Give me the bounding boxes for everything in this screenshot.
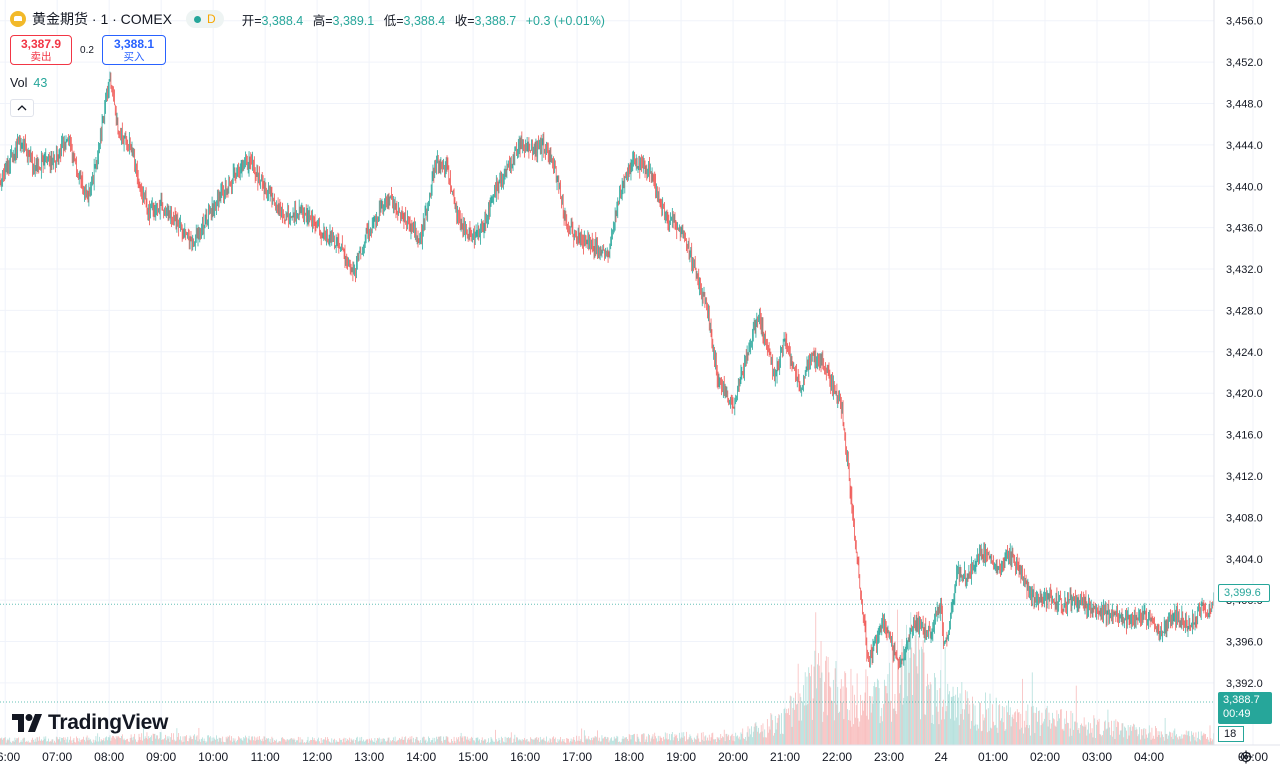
live-dot-icon (194, 15, 202, 23)
x-tick-label: 19:00 (666, 750, 696, 764)
x-tick-label: 06:00 (0, 750, 21, 764)
y-tick-label: 3,424.0 (1226, 347, 1263, 359)
buy-button[interactable]: 3,388.1 买入 (102, 35, 166, 65)
x-tick-label: 12:00 (302, 750, 332, 764)
sell-label: 卖出 (30, 51, 52, 63)
x-tick-label: 13:00 (354, 750, 384, 764)
y-tick-label: 3,412.0 (1226, 471, 1263, 483)
y-tick-label: 3,448.0 (1226, 98, 1263, 110)
x-tick-label: 07:00 (42, 750, 72, 764)
x-tick-label: 20:00 (718, 750, 748, 764)
bar-countdown: 00:49 (1223, 708, 1251, 720)
last-price-value: 3,388.7 (1223, 694, 1260, 706)
ohlc-values: 开=3,388.4 高=3,389.1 低=3,388.4 收=3,388.7 … (242, 10, 605, 29)
gear-icon (1239, 750, 1253, 764)
price-series (0, 71, 1214, 670)
x-tick-label: 06:00 (1238, 750, 1268, 764)
y-tick-label: 3,392.0 (1226, 678, 1263, 690)
buy-label: 买入 (123, 51, 145, 63)
trade-buttons: 3,387.9 卖出 0.2 3,388.1 买入 (10, 35, 166, 65)
high-label: 高= (312, 13, 333, 28)
x-tick-label: 22:00 (822, 750, 852, 764)
tradingview-logo-icon (12, 714, 42, 732)
sell-button[interactable]: 3,387.9 卖出 (10, 35, 72, 65)
collapse-legend-button[interactable] (10, 99, 34, 117)
x-tick-label: 24 (934, 750, 948, 764)
logo-text: TradingView (48, 711, 169, 734)
y-tick-label: 3,428.0 (1226, 305, 1263, 317)
x-tick-label: 14:00 (406, 750, 436, 764)
last-price-tag: 3,388.7 00:49 (1218, 692, 1272, 724)
y-tick-label: 3,444.0 (1226, 140, 1263, 152)
y-tick-label: 3,432.0 (1226, 264, 1263, 276)
x-tick-label: 08:00 (94, 750, 124, 764)
y-tick-label: 3,404.0 (1226, 554, 1263, 566)
close-value: 3,388.7 (474, 13, 517, 28)
x-tick-label: 02:00 (1030, 750, 1060, 764)
symbol-title[interactable]: 黄金期货 · 1 · COMEX (32, 11, 173, 27)
volume-series (0, 609, 1214, 745)
y-tick-label: 3,420.0 (1226, 388, 1263, 400)
volume-tag: 18 (1218, 726, 1244, 742)
volume-legend[interactable]: Vol 43 (10, 76, 47, 90)
high-value: 3,389.1 (332, 13, 375, 28)
time-axis[interactable]: 06:00 07:00 08:00 09:00 10:00 11:00 12:00 13:00… (0, 750, 1268, 764)
y-tick-label: 3,436.0 (1226, 223, 1263, 235)
x-tick-label: 01:00 (978, 750, 1008, 764)
spread-value: 0.2 (80, 44, 94, 56)
sell-price: 3,387.9 (20, 37, 62, 51)
x-tick-label: 17:00 (562, 750, 592, 764)
price-lines (0, 603, 1214, 703)
x-tick-label: 15:00 (458, 750, 488, 764)
low-value: 3,388.4 (403, 13, 446, 28)
open-label: 开= (241, 13, 262, 28)
volume-label: Vol (10, 76, 28, 90)
symbol-legend: 黄金期货 · 1 · COMEX D 开=3,388.4 高=3,389.1 低… (10, 8, 605, 30)
y-tick-label: 3,416.0 (1226, 430, 1263, 442)
y-tick-label: 3,452.0 (1226, 57, 1263, 69)
x-tick-label: 18:00 (614, 750, 644, 764)
status-badge: D (207, 12, 216, 26)
gold-bar-icon[interactable] (10, 11, 26, 27)
y-tick-label: 3,408.0 (1226, 512, 1263, 524)
buy-price: 3,388.1 (113, 37, 155, 51)
y-tick-label: 3,440.0 (1226, 181, 1263, 193)
x-tick-label: 09:00 (146, 750, 176, 764)
low-label: 低= (383, 13, 404, 28)
x-tick-label: 21:00 (770, 750, 800, 764)
change-value: +0.3 (+0.01%) (525, 13, 605, 28)
session-price-tag: 3,399.6 (1218, 584, 1270, 602)
x-tick-label: 11:00 (251, 750, 280, 764)
chevron-up-icon (17, 105, 27, 111)
chart-settings-button[interactable] (1236, 747, 1256, 767)
x-tick-label: 04:00 (1134, 750, 1164, 764)
x-tick-label: 23:00 (874, 750, 904, 764)
x-tick-label: 16:00 (510, 750, 540, 764)
tradingview-logo[interactable]: TradingView (12, 711, 168, 735)
y-tick-label: 3,456.0 (1226, 16, 1263, 28)
volume-value: 43 (33, 76, 48, 90)
close-label: 收= (454, 13, 475, 28)
x-tick-label: 03:00 (1082, 750, 1112, 764)
x-tick-label: 10:00 (198, 750, 228, 764)
y-tick-label: 3,396.0 (1226, 637, 1263, 649)
market-status-pill[interactable]: D (186, 10, 224, 28)
open-value: 3,388.4 (261, 13, 304, 28)
